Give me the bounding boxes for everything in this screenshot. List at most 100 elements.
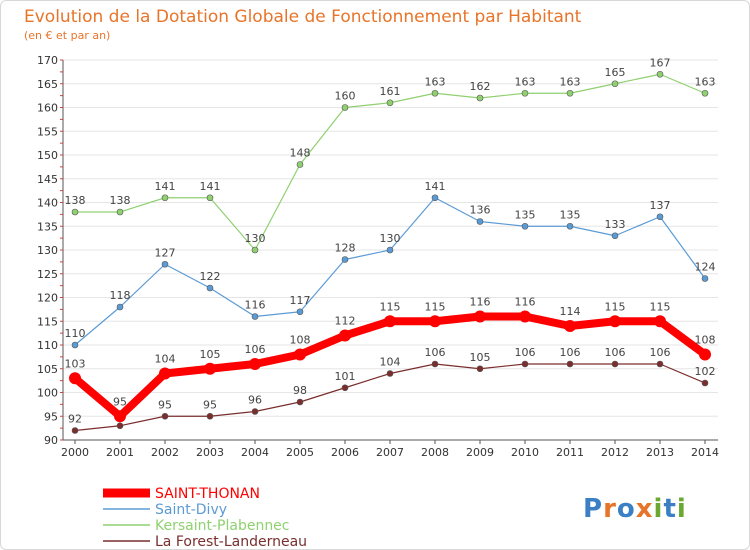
data-label: 136 [470,204,491,217]
data-point [251,408,259,415]
data-labels: 110 118 127 122 116 117 128 130 141 136 135 135 133 1… [65,56,716,425]
data-point [476,365,484,373]
data-point [701,379,709,387]
data-label: 116 [515,296,536,309]
data-label: 161 [380,85,401,98]
legend-label: Saint-Divy [155,502,227,518]
data-label: 115 [425,300,446,313]
data-point [701,89,709,97]
data-label: 135 [515,208,536,221]
data-point [161,260,169,268]
data-label: 108 [695,334,716,347]
data-point [116,208,124,216]
data-point [204,362,216,375]
data-label: 104 [155,353,176,366]
data-label: 115 [380,300,401,313]
data-point [429,315,441,328]
data-label: 128 [335,242,356,255]
chart-title: Evolution de la Dotation Globale de Fonc… [24,7,582,27]
y-tick-label: 90 [44,434,58,447]
data-label: 95 [158,398,172,411]
data-label: 167 [650,56,671,69]
data-point [701,275,709,282]
data-point [476,94,484,102]
legend-label: Kersaint-Plabennec [155,518,290,534]
data-point [386,370,394,377]
legend-label: SAINT-THONAN [155,486,260,502]
data-label: 112 [335,315,356,328]
y-tick-label: 115 [37,315,58,328]
data-point [206,284,214,292]
data-label: 141 [155,180,176,193]
series-lines [69,70,711,434]
data-point [159,367,171,380]
data-label: 141 [425,180,446,193]
data-label: 130 [245,232,266,245]
data-label: 135 [560,208,581,221]
data-label: 92 [68,413,82,426]
y-tick-label: 150 [37,149,58,162]
data-label: 96 [248,394,262,407]
data-point [296,308,304,316]
data-point [116,303,124,311]
data-label: 98 [293,384,307,397]
data-point [431,360,439,368]
data-point [521,89,529,97]
data-point [251,246,259,254]
data-label: 106 [650,346,671,359]
chart-subtitle: (en € et par an) [24,29,110,42]
data-point [249,358,261,370]
data-label: 115 [605,300,626,313]
data-label: 163 [560,75,581,88]
logo-letter: r [603,494,617,524]
data-point [206,194,214,202]
logo-letter: t [663,494,676,524]
data-label: 114 [560,305,581,318]
data-label: 95 [113,395,127,408]
y-tick-label: 140 [37,197,58,210]
data-label: 160 [335,90,356,103]
data-point [431,194,439,202]
data-point [251,313,259,320]
data-point [69,372,81,385]
data-point [564,320,576,332]
x-tick-label: 2002 [151,446,179,459]
data-point [161,194,169,202]
data-point [296,398,304,406]
data-label: 141 [200,180,221,193]
data-label: 148 [290,147,311,160]
data-point [611,232,619,240]
data-point [431,89,439,97]
data-label: 127 [155,246,176,259]
data-label: 103 [65,357,86,370]
proxiti-logo: Proxiti [583,494,687,524]
data-label: 106 [425,346,446,359]
data-label: 138 [110,194,131,207]
data-point [476,218,484,225]
data-label: 138 [65,194,86,207]
data-label: 124 [695,261,716,274]
data-label: 106 [560,346,581,359]
data-label: 165 [605,66,626,79]
data-label: 106 [245,343,266,356]
x-tick-label: 2011 [556,446,584,459]
data-point [206,412,214,420]
x-tick-label: 2012 [601,446,629,459]
data-point [384,315,396,328]
data-label: 115 [650,300,671,313]
y-tick-label: 110 [37,339,58,352]
data-point [161,412,169,420]
data-label: 106 [605,346,626,359]
data-label: 116 [245,299,266,312]
data-point [656,213,664,221]
data-point [611,360,619,368]
y-tick-label: 100 [37,387,58,400]
x-tick-label: 2006 [331,446,359,459]
logo-letter: i [654,494,664,524]
legend: SAINT-THONANSaint-DivyKersaint-Plabennec… [103,486,307,550]
x-tick-label: 2000 [61,446,89,459]
x-tick-label: 2010 [511,446,539,459]
x-tick-label: 2004 [241,446,269,459]
